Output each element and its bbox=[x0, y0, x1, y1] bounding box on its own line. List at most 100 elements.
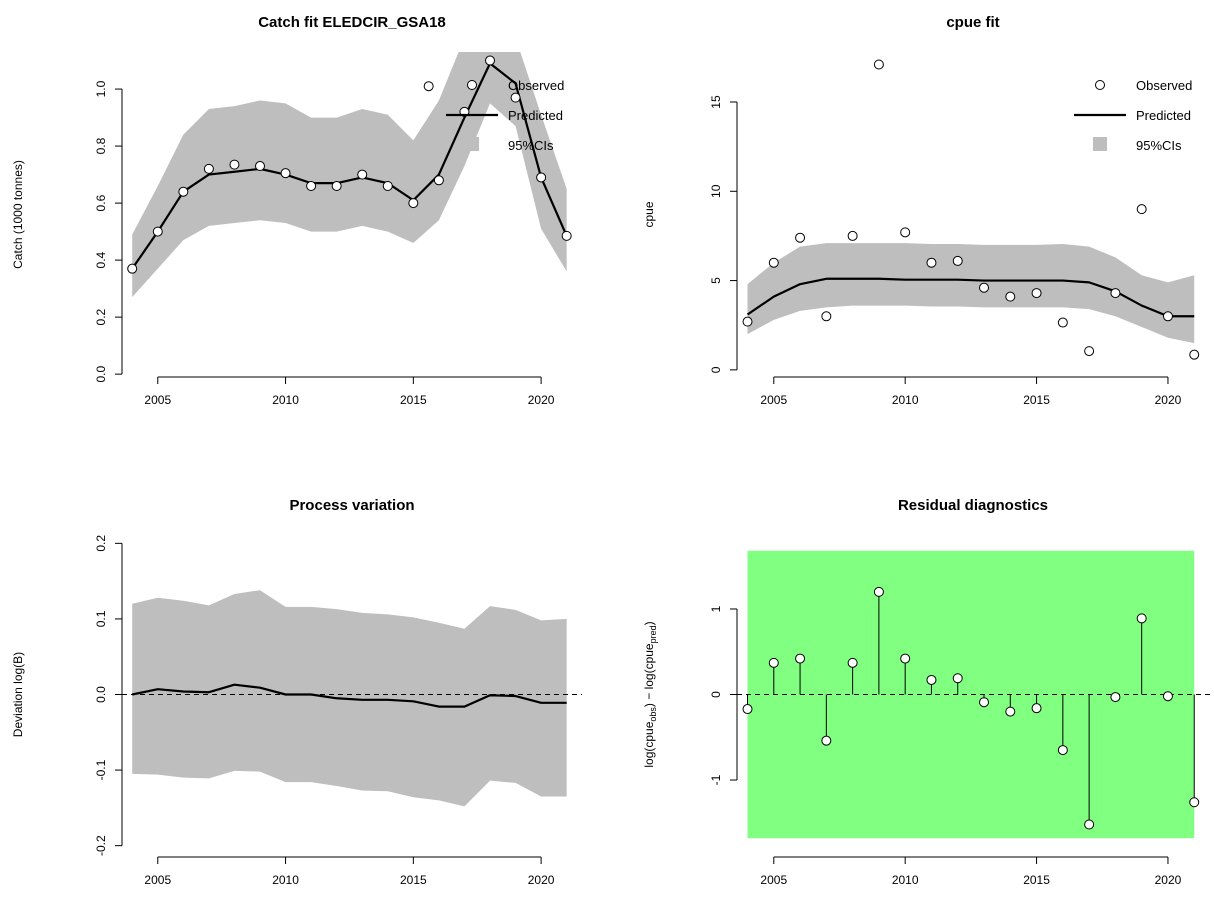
panel1-chart: Catch fit ELEDCIR_GSA18 2005 2010 2015 2020 0… bbox=[11, 14, 572, 407]
panel3-deviation-line bbox=[131, 683, 567, 708]
panel1-observed-point bbox=[536, 172, 547, 183]
panel4-residual-point bbox=[900, 653, 911, 664]
panel1-observed-point bbox=[280, 168, 291, 179]
panel3-x-tick-label: 2020 bbox=[528, 873, 555, 887]
panel4-y-label: log(cpueobs) − log(cpuepred) bbox=[642, 621, 658, 767]
panel1-observed-point bbox=[408, 198, 419, 209]
panel4-x-tick-label: 2010 bbox=[892, 873, 919, 887]
panel4-residual-point bbox=[1136, 613, 1147, 624]
panel1-legend: Observed Predicted 95%CIs bbox=[446, 78, 564, 153]
panel1-x-tick-label: 2010 bbox=[272, 393, 299, 407]
panel2-ci-band bbox=[747, 243, 1195, 344]
panel1-y-tick-label: 0.0 bbox=[94, 365, 108, 382]
panel4-residual-point bbox=[821, 735, 832, 746]
panel2-observed-point bbox=[1162, 311, 1173, 322]
panel2-observed-point bbox=[1084, 346, 1095, 357]
panel4-title: Residual diagnostics bbox=[898, 497, 1048, 514]
panel1-observed-point bbox=[306, 180, 317, 191]
panel1-observed-point bbox=[561, 230, 572, 241]
panel3-y-tick-label: -0.2 bbox=[94, 835, 108, 856]
panel2-observed-point bbox=[1189, 349, 1200, 360]
panel1-observed-point bbox=[382, 180, 393, 191]
panel1-ci-band bbox=[132, 52, 567, 298]
panel1-y-tick-label: 1.0 bbox=[94, 80, 108, 97]
panel1-y-tick-label: 0.6 bbox=[94, 194, 108, 211]
panel2-observed-point bbox=[795, 232, 806, 243]
panel1-title: Catch fit ELEDCIR_GSA18 bbox=[258, 14, 446, 31]
panel2-legend-ci-label: 95%CIs bbox=[1136, 138, 1182, 153]
panel2-y-tick-label: 10 bbox=[709, 184, 723, 198]
panel2-y-tick-label: 0 bbox=[709, 366, 723, 373]
panel1-observed-point bbox=[357, 169, 368, 180]
panel1-legend-ci-label: 95%CIs bbox=[508, 138, 554, 153]
panel4-y-tick-label: -1 bbox=[709, 774, 723, 785]
panel1-y-tick-label: 0.2 bbox=[94, 308, 108, 325]
panel3-y-tick-label: 0.0 bbox=[94, 686, 108, 703]
panel1-observed-point bbox=[510, 92, 521, 103]
panel2-observed-point bbox=[742, 316, 753, 327]
panel4-residual-point bbox=[952, 673, 963, 684]
panel2-observed-point bbox=[1110, 288, 1121, 299]
panel1-y-tick-label: 0.4 bbox=[94, 251, 108, 268]
panel2-y-tick-label: 5 bbox=[709, 277, 723, 284]
panel1-legend-observed-label: Observed bbox=[508, 78, 564, 93]
panel2-legend-observed-label: Observed bbox=[1136, 78, 1192, 93]
panel4-residual-point bbox=[1110, 692, 1121, 703]
panel2-observed-point bbox=[900, 227, 911, 238]
panel2-observed-point bbox=[821, 311, 832, 322]
panel2-observed-point bbox=[1031, 288, 1042, 299]
panel2-title: cpue fit bbox=[946, 14, 999, 31]
panel4-residual-point bbox=[1057, 745, 1068, 756]
panel2-x-tick-label: 2005 bbox=[760, 393, 787, 407]
panel3-y-tick-label: -0.1 bbox=[94, 759, 108, 780]
panel4-residual-point bbox=[1162, 691, 1173, 702]
panel1-observed-point bbox=[485, 55, 495, 66]
panel4-residual-point bbox=[1005, 706, 1016, 717]
panel1-observed-point bbox=[229, 159, 240, 170]
panel1-predicted-line bbox=[131, 62, 568, 270]
panel2-observed-point bbox=[979, 282, 990, 293]
panel4-residual-point bbox=[926, 674, 937, 685]
panel3-x-tick-label: 2010 bbox=[272, 873, 299, 887]
panel1-x-tick-label: 2020 bbox=[528, 393, 555, 407]
panel4-residual-point bbox=[795, 653, 806, 664]
panel1-legend-observed-symbol bbox=[467, 80, 477, 90]
panel1-observed-point bbox=[255, 161, 265, 172]
panel3-x-tick-label: 2015 bbox=[400, 873, 427, 887]
panel1-observed-point bbox=[331, 180, 342, 191]
panel1-observed-point bbox=[178, 186, 189, 197]
panel4-y-tick-label: 0 bbox=[709, 691, 723, 698]
panel2-legend-observed-symbol bbox=[1095, 80, 1105, 90]
panel2-observed-point bbox=[1136, 204, 1147, 215]
panel4-residual-point bbox=[979, 697, 990, 708]
panel4-residual-point bbox=[1031, 703, 1042, 714]
panel3-y-tick-label: 0.1 bbox=[94, 610, 108, 627]
panel2-y-tick-label: 15 bbox=[709, 95, 723, 109]
panel2-observed-point bbox=[873, 59, 884, 70]
panel1-x-tick-label: 2015 bbox=[400, 393, 427, 407]
panel2-observed-point bbox=[1057, 317, 1068, 328]
panel2-x-tick-label: 2015 bbox=[1023, 393, 1050, 407]
panel1-legend-predicted-label: Predicted bbox=[508, 108, 563, 123]
panel2-legend: Observed Predicted 95%CIs bbox=[1074, 78, 1192, 153]
panel4-residual-point bbox=[847, 657, 858, 668]
panel1-observed-point bbox=[127, 263, 138, 274]
panel2-legend-ci-symbol bbox=[1093, 137, 1107, 151]
panel4-residual-point bbox=[1189, 797, 1200, 808]
panel2-observed-point bbox=[768, 257, 779, 268]
panel2-observed-point bbox=[847, 230, 858, 241]
panel1-observed-point bbox=[423, 81, 434, 92]
panel2-y-label: cpue bbox=[642, 201, 656, 227]
panel4-x-tick-label: 2020 bbox=[1155, 873, 1182, 887]
panel4-x-tick-label: 2005 bbox=[760, 873, 787, 887]
panel4-residual-point bbox=[1084, 819, 1095, 830]
panel2-legend-predicted-label: Predicted bbox=[1136, 108, 1191, 123]
panel3-title: Process variation bbox=[289, 497, 414, 514]
panel1-observed-point bbox=[433, 175, 444, 186]
panel3-x-tick-label: 2005 bbox=[144, 873, 171, 887]
panel2-x-tick-label: 2020 bbox=[1155, 393, 1182, 407]
panel4-y-tick-label: 1 bbox=[709, 605, 723, 612]
panel2-observed-point bbox=[926, 257, 937, 268]
panel2-observed-point bbox=[1005, 291, 1016, 302]
